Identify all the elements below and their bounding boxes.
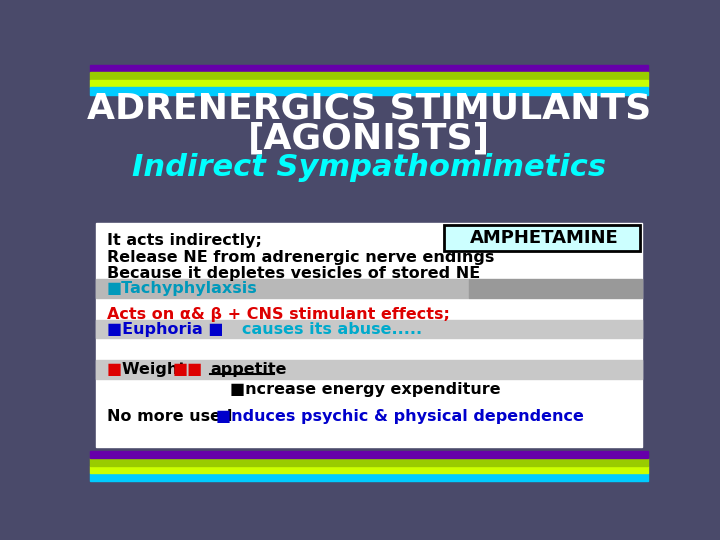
Bar bbox=[469, 279, 642, 299]
Bar bbox=[90, 473, 648, 481]
Bar bbox=[96, 360, 642, 379]
Bar bbox=[90, 458, 648, 465]
Text: ■Tachyphylaxsis: ■Tachyphylaxsis bbox=[107, 281, 258, 296]
Bar bbox=[90, 451, 648, 458]
Text: Indirect Sympathomimetics: Indirect Sympathomimetics bbox=[132, 153, 606, 183]
Text: It acts indirectly;: It acts indirectly; bbox=[107, 233, 261, 248]
Text: No more used: No more used bbox=[107, 409, 238, 424]
Text: ■Euphoria ■: ■Euphoria ■ bbox=[107, 322, 223, 337]
Text: Weight: Weight bbox=[122, 362, 192, 377]
Text: Release NE from adrenergic nerve endings: Release NE from adrenergic nerve endings bbox=[107, 250, 494, 265]
Text: causes its abuse.....: causes its abuse..... bbox=[242, 322, 422, 337]
Text: Because it depletes vesicles of stored NE: Because it depletes vesicles of stored N… bbox=[107, 266, 480, 281]
Text: ■nduces psychic & physical dependence: ■nduces psychic & physical dependence bbox=[215, 409, 583, 424]
Bar bbox=[96, 320, 642, 339]
Bar bbox=[90, 65, 648, 72]
Text: ADRENERGICS STIMULANTS: ADRENERGICS STIMULANTS bbox=[87, 91, 651, 125]
Bar bbox=[90, 72, 648, 80]
Text: AMPHETAMINE: AMPHETAMINE bbox=[470, 229, 619, 247]
Bar bbox=[96, 279, 469, 299]
Text: ■■: ■■ bbox=[173, 362, 203, 377]
Bar bbox=[90, 87, 648, 94]
Bar bbox=[90, 465, 648, 473]
Bar bbox=[90, 80, 648, 87]
Text: Acts on α& β + CNS stimulant effects;: Acts on α& β + CNS stimulant effects; bbox=[107, 307, 449, 322]
Bar bbox=[96, 223, 642, 447]
Text: [AGONISTS]: [AGONISTS] bbox=[248, 122, 490, 156]
Text: ■ncrease energy expenditure: ■ncrease energy expenditure bbox=[230, 382, 500, 397]
FancyBboxPatch shape bbox=[444, 225, 639, 252]
Text: ■: ■ bbox=[107, 362, 122, 377]
Text: appetite: appetite bbox=[210, 362, 287, 377]
